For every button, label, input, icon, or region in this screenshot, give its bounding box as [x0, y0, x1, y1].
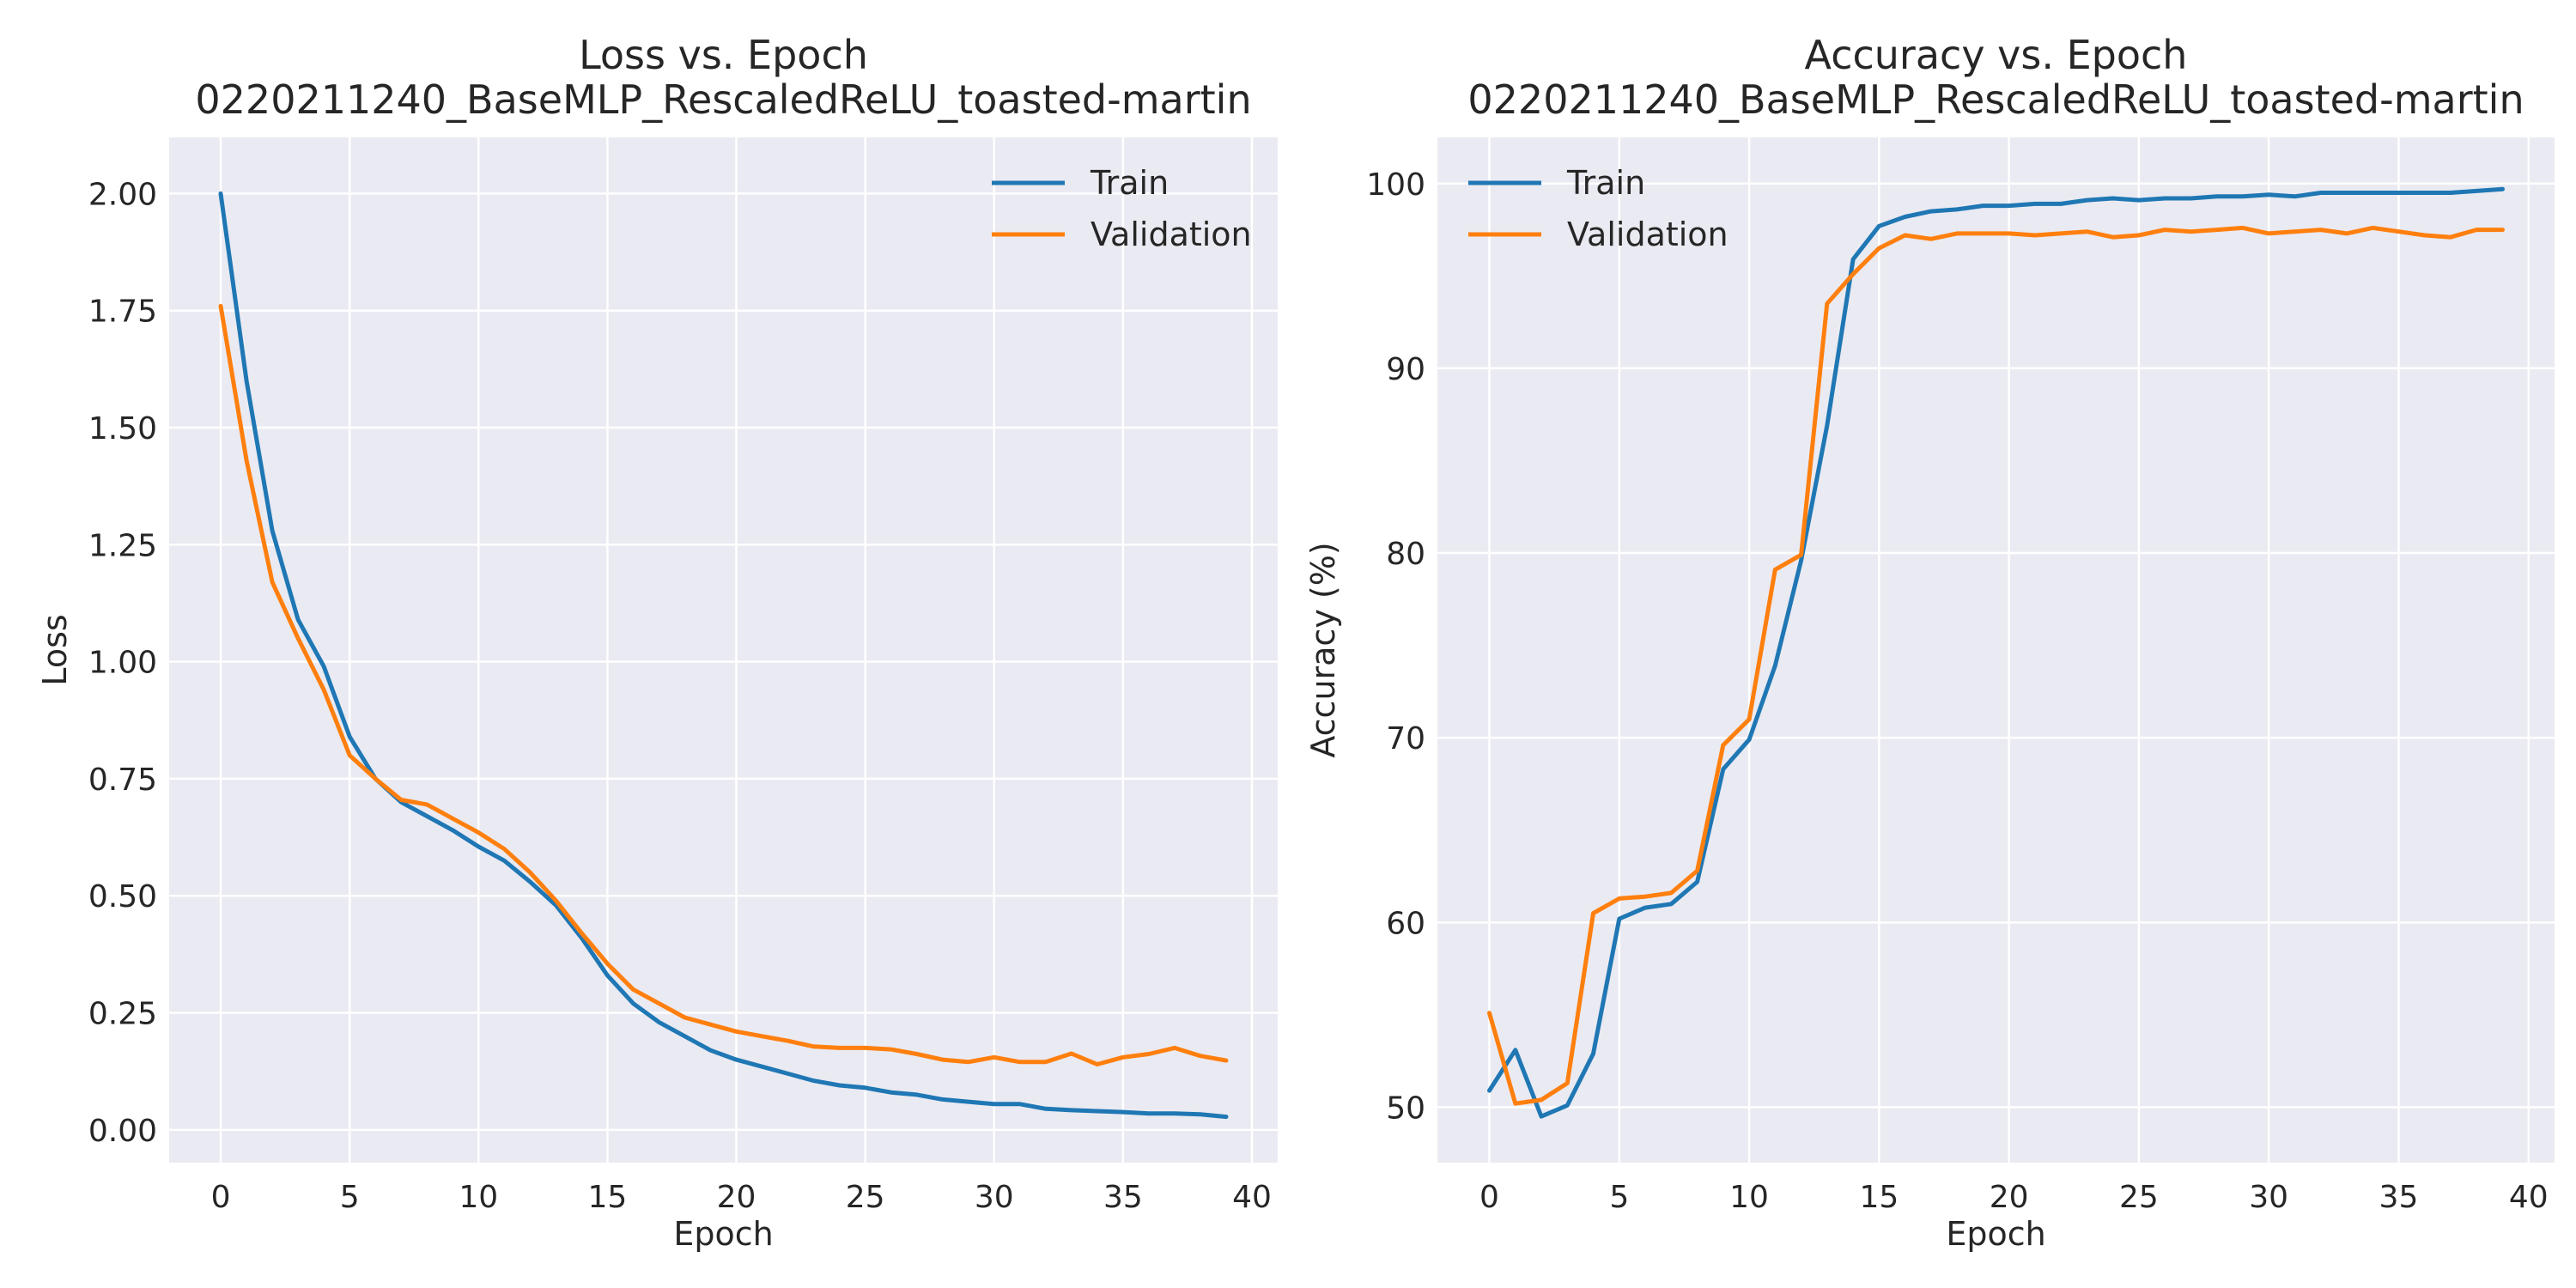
accuracy-legend-label-train: Train: [1566, 164, 1645, 202]
accuracy-panel: Accuracy vs. Epoch 0220211240_BaseMLP_Re…: [1304, 32, 2555, 1253]
loss-y-tick-label: 1.00: [88, 646, 157, 681]
loss-x-tick-label: 40: [1232, 1180, 1272, 1215]
accuracy-x-tick-label: 25: [2119, 1180, 2159, 1215]
accuracy-legend: Train Validation: [1468, 164, 1728, 253]
loss-x-tick-label: 15: [587, 1180, 627, 1215]
loss-validation-line: [218, 303, 1229, 1066]
loss-y-tick-label: 1.25: [88, 528, 157, 563]
loss-legend: Train Validation: [992, 164, 1252, 253]
loss-x-tick-label: 0: [211, 1180, 231, 1215]
loss-y-tick-label: 0.25: [88, 997, 157, 1032]
loss-chart-title: Loss vs. Epoch: [579, 32, 868, 78]
accuracy-x-axis-label: Epoch: [1946, 1215, 2045, 1253]
accuracy-x-tick-label: 30: [2249, 1180, 2288, 1215]
accuracy-plot-background: [1437, 137, 2555, 1163]
accuracy-y-tick-label: 90: [1386, 352, 1425, 387]
loss-plot-area: [169, 137, 1278, 1163]
loss-panel: Loss vs. Epoch 0220211240_BaseMLP_Rescal…: [36, 32, 1278, 1253]
accuracy-chart-subtitle: 0220211240_BaseMLP_RescaledReLU_toasted-…: [1467, 76, 2524, 123]
loss-x-tick-label: 25: [846, 1180, 885, 1215]
loss-y-axis-label: Loss: [36, 614, 74, 685]
accuracy-train-line: [1487, 186, 2505, 1119]
accuracy-x-tick-label: 0: [1479, 1180, 1499, 1215]
loss-legend-label-train: Train: [1090, 164, 1169, 202]
loss-x-tick-label: 10: [459, 1180, 498, 1215]
accuracy-x-tick-label: 20: [1990, 1180, 2029, 1215]
accuracy-y-tick-label: 100: [1366, 167, 1425, 203]
accuracy-y-tick-label: 70: [1386, 721, 1425, 756]
accuracy-y-tick-label: 60: [1386, 906, 1425, 941]
loss-x-axis-label: Epoch: [673, 1215, 773, 1253]
loss-x-tick-label: 5: [340, 1180, 360, 1215]
accuracy-chart-title: Accuracy vs. Epoch: [1805, 32, 2188, 78]
accuracy-plot-area: [1437, 137, 2555, 1163]
loss-chart-subtitle: 0220211240_BaseMLP_RescaledReLU_toasted-…: [195, 76, 1251, 123]
loss-x-tick-label: 30: [975, 1180, 1014, 1215]
loss-y-tick-label: 0.75: [88, 762, 157, 798]
accuracy-validation-line: [1487, 225, 2505, 1106]
accuracy-x-tick-label: 35: [2379, 1180, 2419, 1215]
accuracy-x-tick-label: 10: [1729, 1180, 1769, 1215]
accuracy-x-tick-label: 40: [2509, 1180, 2549, 1215]
loss-y-tick-label: 1.75: [88, 295, 157, 330]
loss-y-tick-label: 1.50: [88, 411, 157, 447]
loss-y-tick-label: 0.00: [88, 1114, 157, 1149]
loss-y-tick-label: 0.50: [88, 879, 157, 914]
accuracy-x-tick-label: 15: [1859, 1180, 1899, 1215]
accuracy-y-tick-label: 80: [1386, 537, 1425, 572]
loss-plot-background: [169, 137, 1278, 1163]
loss-legend-label-validation: Validation: [1091, 216, 1252, 253]
loss-x-tick-label: 20: [717, 1180, 756, 1215]
loss-y-tick-label: 2.00: [88, 177, 157, 212]
loss-x-tick-label: 35: [1103, 1180, 1143, 1215]
accuracy-y-axis-label: Accuracy (%): [1304, 542, 1342, 757]
accuracy-legend-label-validation: Validation: [1567, 216, 1728, 253]
accuracy-x-tick-label: 5: [1609, 1180, 1629, 1215]
accuracy-y-tick-label: 50: [1386, 1091, 1425, 1126]
